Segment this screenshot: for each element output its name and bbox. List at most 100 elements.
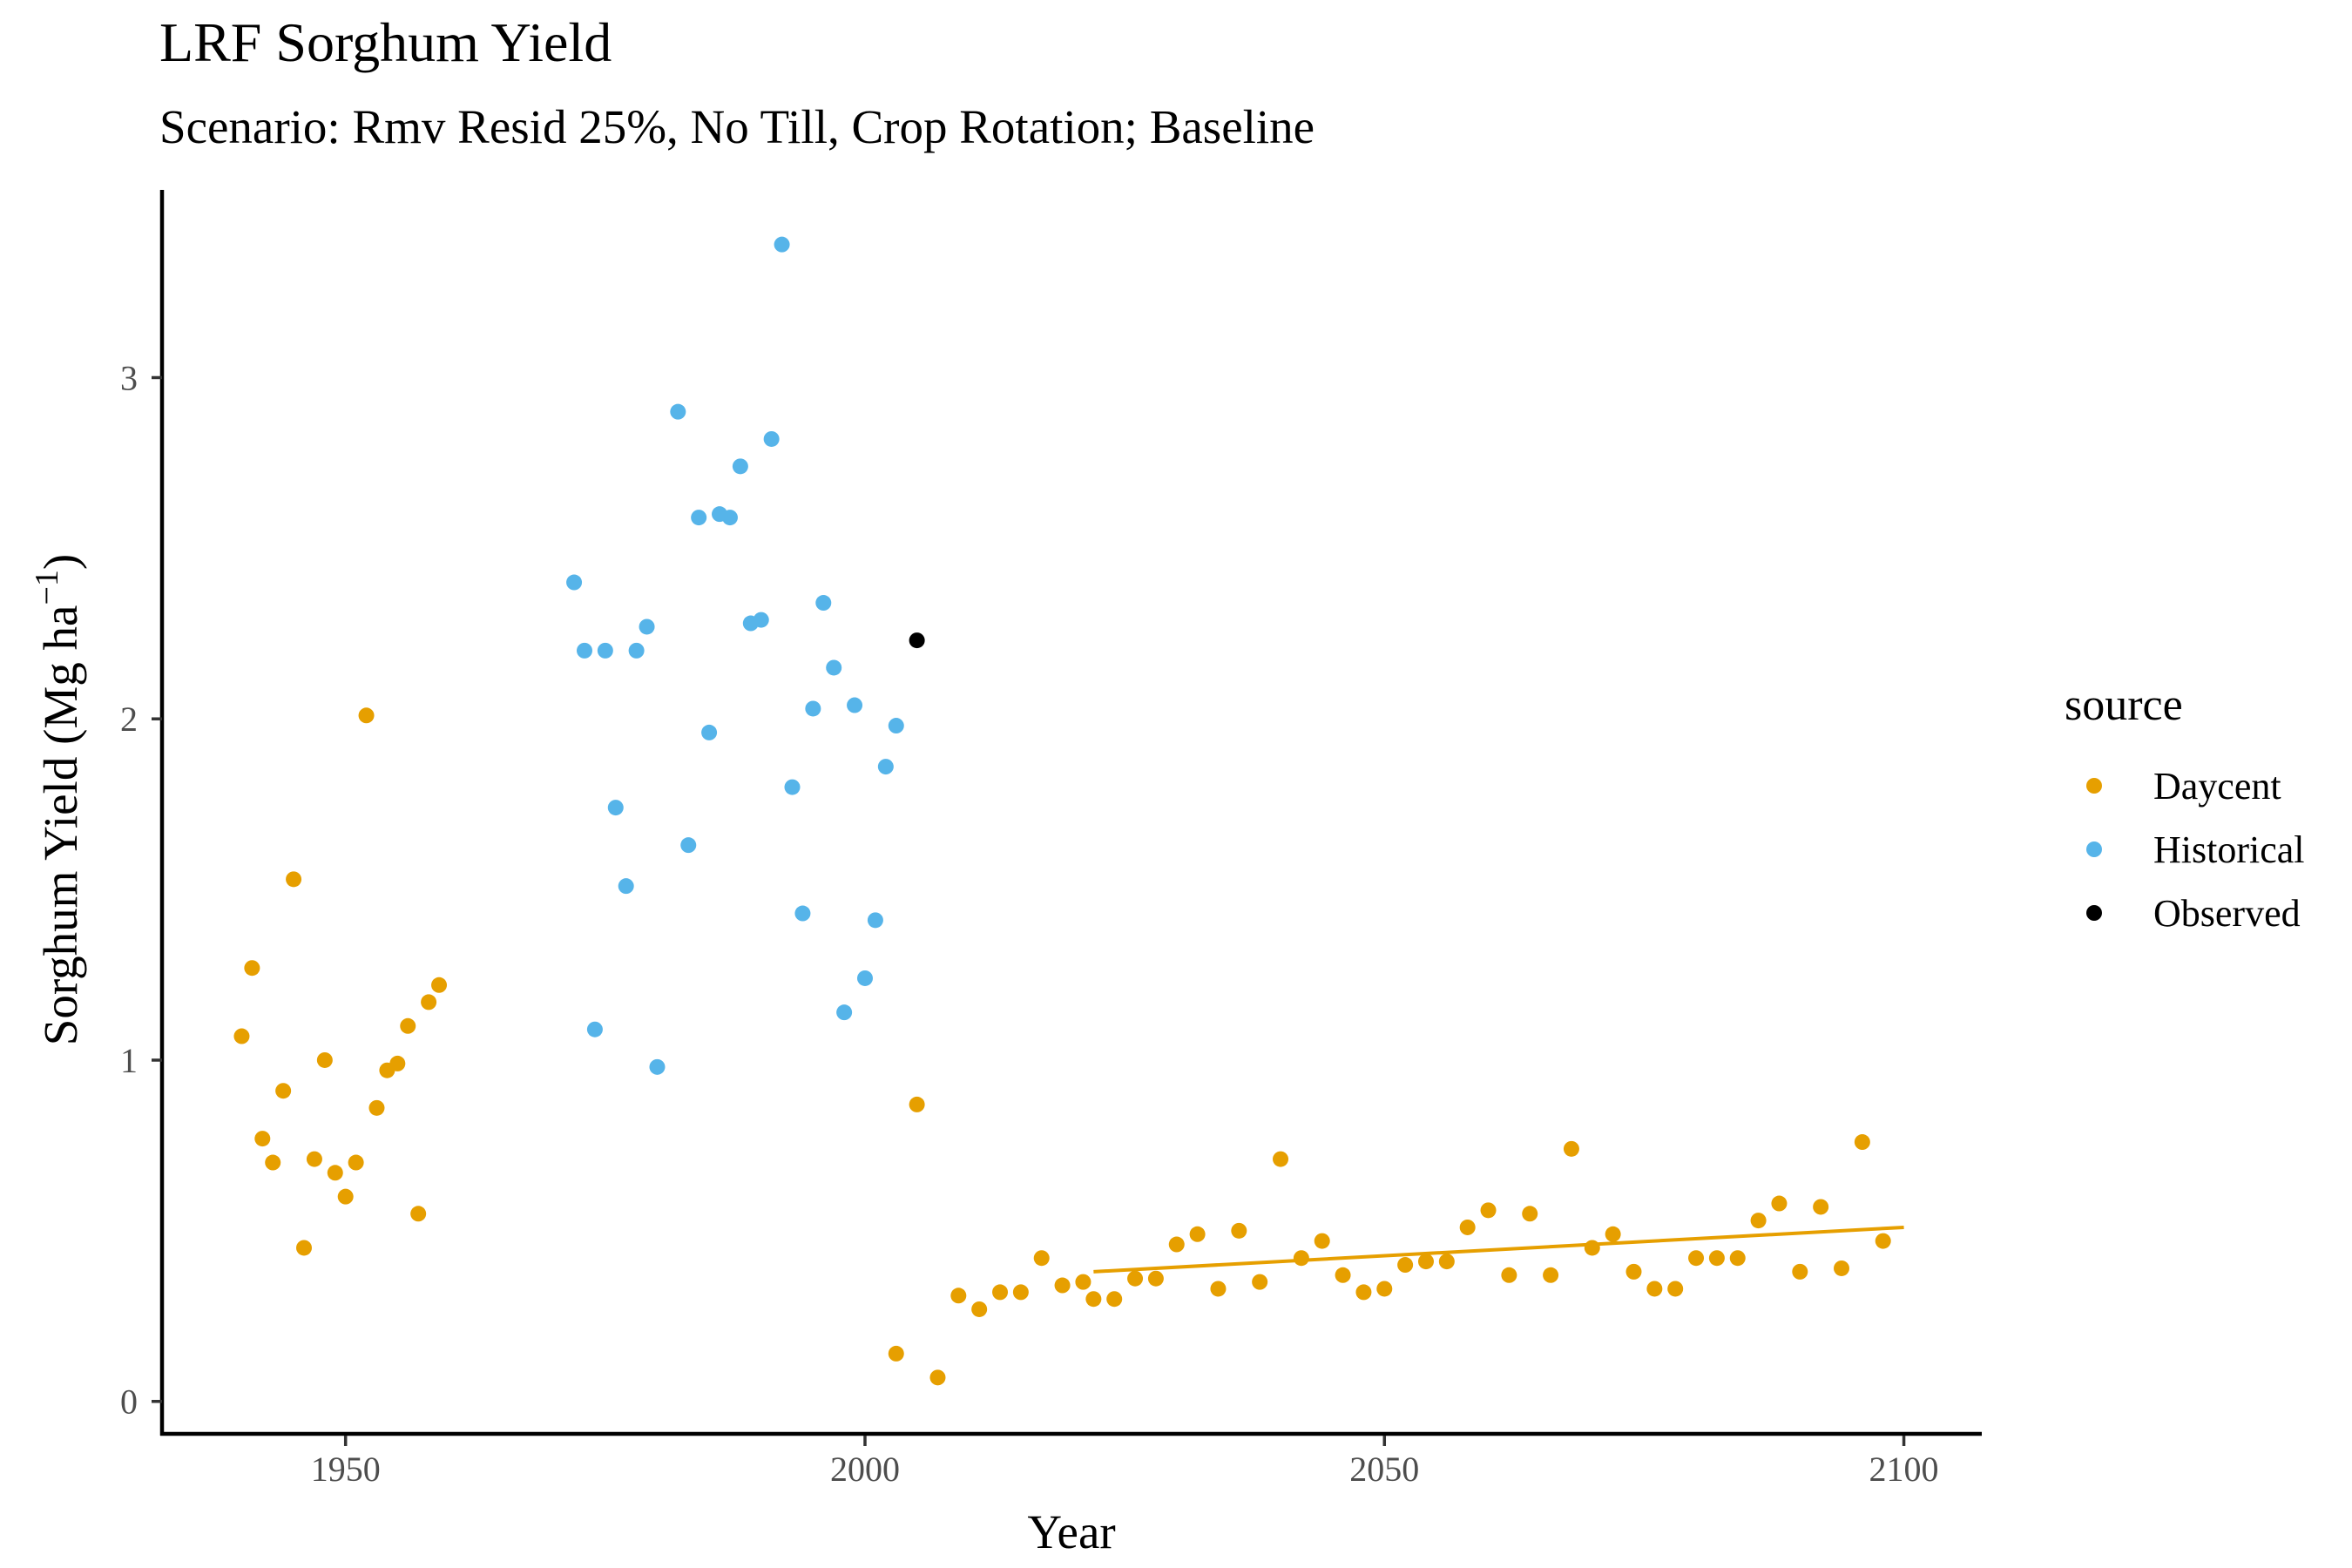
data-point-daycent — [1054, 1277, 1071, 1294]
data-point-daycent — [1750, 1213, 1767, 1229]
data-point-daycent — [1563, 1140, 1579, 1157]
data-point-daycent — [1771, 1195, 1788, 1212]
data-point-daycent — [1459, 1219, 1476, 1235]
y-tick-label: 1 — [120, 1041, 138, 1080]
data-point-daycent — [421, 994, 437, 1010]
data-point-daycent — [1813, 1199, 1829, 1215]
data-point-historical — [877, 759, 894, 775]
x-tick-label: 2100 — [1869, 1450, 1939, 1489]
y-tick-label: 2 — [120, 700, 138, 739]
data-point-historical — [618, 878, 634, 895]
data-point-daycent — [1501, 1267, 1517, 1283]
data-point-daycent — [1667, 1281, 1684, 1297]
data-point-daycent — [1417, 1254, 1434, 1270]
data-point-daycent — [1646, 1281, 1663, 1297]
data-point-daycent — [254, 1131, 271, 1147]
legend-item-observed: Observed — [2086, 892, 2301, 935]
data-point-historical — [597, 642, 613, 659]
chart-subtitle: Scenario: Rmv Resid 25%, No Till, Crop R… — [159, 100, 1315, 153]
data-point-historical — [856, 970, 873, 986]
data-point-daycent — [1834, 1260, 1850, 1276]
data-point-historical — [721, 510, 738, 526]
data-point-daycent — [306, 1151, 322, 1167]
legend-title: source — [2065, 680, 2183, 730]
data-point-daycent — [971, 1301, 988, 1317]
data-point-daycent — [389, 1055, 406, 1071]
data-point-daycent — [1854, 1134, 1870, 1151]
plot-marks — [233, 236, 1904, 1386]
data-point-daycent — [1293, 1250, 1309, 1267]
data-point-historical — [794, 905, 811, 922]
data-point-historical — [753, 612, 769, 628]
data-point-daycent — [1376, 1281, 1393, 1297]
data-point-daycent — [1168, 1236, 1185, 1253]
data-point-daycent — [1397, 1257, 1414, 1274]
data-point-daycent — [1605, 1226, 1621, 1242]
data-point-historical — [763, 430, 780, 447]
data-point-daycent — [888, 1345, 904, 1362]
y-axis-title-unit-exponent: −1 — [29, 570, 65, 605]
legend-key-historical — [2086, 841, 2102, 857]
y-axis-title-close: ) — [34, 554, 87, 570]
data-point-daycent — [1438, 1254, 1455, 1270]
data-point-historical — [836, 1004, 853, 1021]
data-point-daycent — [1584, 1240, 1600, 1256]
y-axis-title: Sorghum Yield (Mg ha−1) — [29, 554, 87, 1045]
trend-line-daycent — [1093, 1225, 1904, 1274]
data-point-daycent — [1127, 1270, 1144, 1287]
legend-label-historical: Historical — [2153, 828, 2305, 871]
data-point-historical — [815, 595, 832, 612]
data-point-daycent — [1480, 1202, 1497, 1219]
x-axis-title: Year — [1027, 1505, 1115, 1558]
data-point-daycent — [909, 1096, 925, 1112]
legend-item-historical: Historical — [2086, 828, 2305, 871]
data-point-historical — [566, 574, 583, 591]
data-point-daycent — [1875, 1233, 1891, 1249]
x-tick-label: 2050 — [1349, 1450, 1419, 1489]
data-point-daycent — [348, 1154, 364, 1171]
data-point-daycent — [327, 1165, 343, 1181]
x-tick-label: 2000 — [830, 1450, 900, 1489]
x-tick-label: 1950 — [311, 1450, 381, 1489]
data-point-daycent — [1147, 1270, 1164, 1287]
data-point-daycent — [337, 1188, 354, 1205]
data-point-daycent — [1792, 1263, 1808, 1280]
data-point-daycent — [992, 1284, 1009, 1301]
data-point-historical — [826, 659, 842, 676]
data-point-historical — [691, 510, 707, 526]
data-point-daycent — [400, 1017, 416, 1034]
axes — [159, 190, 1982, 1436]
data-point-daycent — [275, 1083, 292, 1099]
data-point-daycent — [1252, 1274, 1268, 1290]
data-point-historical — [576, 642, 592, 659]
data-point-historical — [680, 837, 697, 854]
data-point-daycent — [1543, 1267, 1559, 1283]
y-tick-label: 3 — [120, 358, 138, 397]
data-point-observed — [909, 632, 925, 649]
legend-key-daycent — [2086, 778, 2102, 794]
data-point-daycent — [295, 1240, 312, 1256]
data-point-daycent — [1335, 1267, 1351, 1283]
data-point-historical — [701, 724, 718, 740]
data-point-historical — [649, 1058, 666, 1075]
series-observed — [909, 632, 925, 649]
data-point-daycent — [1314, 1233, 1330, 1249]
data-point-daycent — [1231, 1222, 1247, 1239]
data-point-daycent — [1625, 1263, 1642, 1280]
data-point-historical — [628, 642, 645, 659]
data-point-historical — [847, 697, 863, 713]
chart-title: LRF Sorghum Yield — [159, 11, 612, 73]
data-point-historical — [805, 700, 821, 717]
data-point-daycent — [431, 977, 448, 993]
series-daycent — [233, 707, 1891, 1386]
data-point-daycent — [1729, 1250, 1746, 1267]
data-point-daycent — [1355, 1284, 1372, 1301]
legend-item-daycent: Daycent — [2086, 765, 2281, 808]
y-tick-label: 0 — [120, 1382, 138, 1422]
data-point-daycent — [1273, 1151, 1289, 1167]
data-point-daycent — [1189, 1226, 1206, 1242]
data-point-historical — [670, 403, 686, 420]
data-point-daycent — [1012, 1284, 1029, 1301]
legend: source Daycent Historical Observed — [2065, 680, 2305, 935]
